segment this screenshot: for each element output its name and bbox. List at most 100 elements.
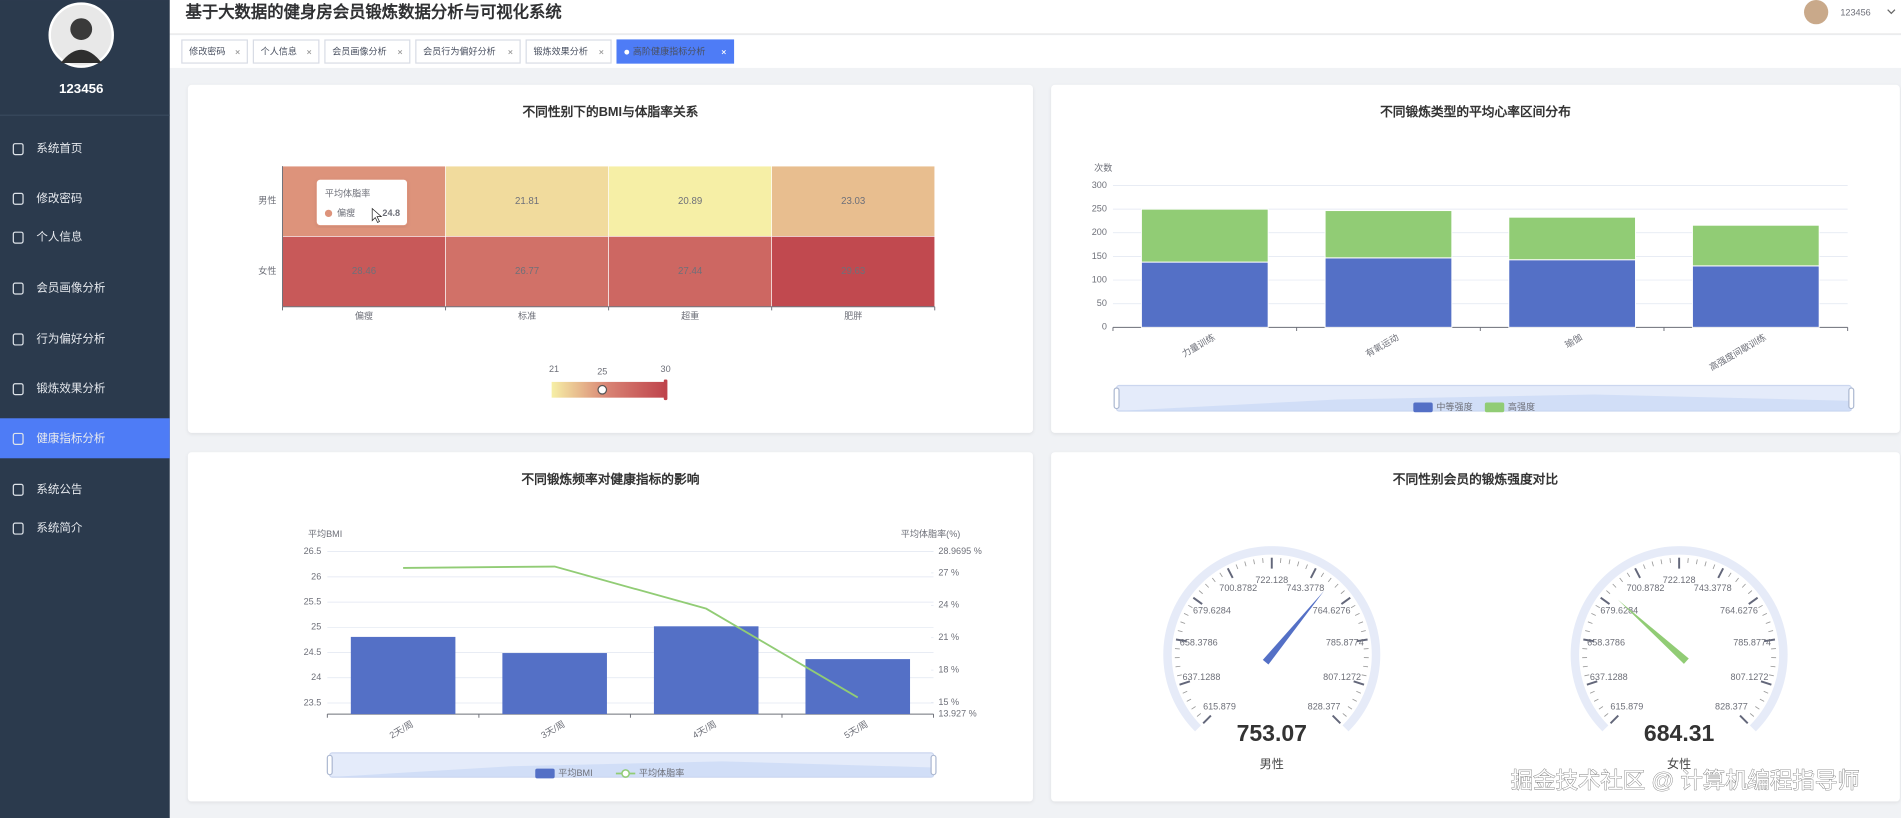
gauge-minor-tick	[1755, 706, 1760, 710]
tooltip-title: 平均体脂率	[325, 187, 370, 198]
y-axis-name: 次数	[1094, 162, 1112, 173]
gauge-tick-label: 828.377	[1715, 701, 1748, 711]
tab[interactable]	[181, 39, 248, 64]
gauge-minor-tick	[1196, 713, 1202, 717]
gauge-tick	[1175, 638, 1187, 643]
gauge-tick	[1331, 714, 1342, 724]
datazoom-handle[interactable]	[1848, 387, 1855, 410]
tab-close[interactable]	[235, 50, 240, 55]
menu-item[interactable]: 系统首页	[36, 141, 82, 155]
panel	[1051, 452, 1900, 802]
chart-title: 不同性别下的BMI与体脂率关系	[522, 104, 698, 119]
tooltip	[316, 179, 408, 226]
datazoom-handle[interactable]	[1113, 387, 1120, 410]
gauge-minor-tick	[1749, 713, 1755, 717]
menu-item[interactable]: 系统公告	[36, 483, 82, 496]
menu-item[interactable]: 修改密码	[36, 191, 82, 205]
legend-label[interactable]: 中等强度	[1436, 401, 1472, 412]
tab-close[interactable]	[508, 50, 513, 55]
y-tick-label: 0	[1102, 322, 1107, 332]
bar	[1140, 261, 1269, 328]
datazoom-handle[interactable]	[930, 754, 937, 776]
tab[interactable]	[415, 39, 521, 64]
heat-cell	[608, 165, 772, 237]
menu-item[interactable]: 锻炼效果分析	[36, 381, 105, 395]
heat-cell	[445, 165, 609, 237]
menu-active	[0, 418, 170, 459]
tab-label[interactable]: 高阶健康指标分析	[633, 46, 706, 57]
bar	[1324, 210, 1453, 259]
tab-close[interactable]	[721, 50, 726, 55]
gauge-minor-tick	[1235, 564, 1239, 570]
bar	[1508, 259, 1636, 328]
gauge-minor-tick	[1211, 577, 1216, 583]
y-tick-label: 男性	[258, 195, 276, 206]
tab[interactable]	[252, 39, 320, 64]
page-title: 基于大数据的健身房会员锻炼数据分析与可视化系统	[184, 3, 561, 22]
gauge-minor-tick	[1765, 621, 1771, 624]
tab-close[interactable]	[307, 50, 312, 55]
gauge-tick-label: 785.8774	[1326, 638, 1364, 648]
y-tick-label: 50	[1097, 298, 1107, 308]
gauge-minor-tick	[1177, 630, 1183, 633]
cell-label: 29.63	[841, 266, 865, 277]
avatar-figure	[70, 18, 93, 41]
gauge-tick-label: 743.3778	[1286, 583, 1324, 593]
tab-close[interactable]	[397, 50, 403, 55]
legend-label[interactable]: 高强度	[1508, 401, 1535, 412]
gauge-tick-label: 615.879	[1610, 701, 1643, 711]
tab-label[interactable]: 会员行为偏好分析	[423, 46, 496, 57]
gauge-minor-tick	[1191, 706, 1196, 710]
cell-label: 23.03	[841, 196, 865, 207]
menu-item[interactable]: 系统简介	[36, 521, 82, 535]
visual-map-indicator	[597, 384, 608, 395]
datazoom-handle[interactable]	[326, 754, 333, 776]
tab-label[interactable]: 修改密码	[189, 46, 225, 57]
legend-swatch	[621, 769, 630, 778]
tab-label[interactable]: 会员画像分析	[332, 46, 386, 57]
gauge-tick	[1356, 638, 1368, 643]
gauge-tick	[1609, 714, 1619, 724]
visual-map-handle[interactable]	[663, 379, 668, 401]
header-avatar[interactable]	[1804, 0, 1829, 25]
gauge-tick	[1717, 567, 1725, 579]
x-tick-label: 超重	[681, 310, 699, 321]
gauge-tick	[1586, 680, 1598, 686]
gauge-tick	[1340, 596, 1351, 605]
gauge-minor-tick	[1219, 572, 1223, 578]
bar	[653, 626, 759, 715]
tab-active[interactable]	[616, 39, 735, 64]
gauge-needle	[1617, 599, 1689, 664]
gauge-minor-tick	[1735, 577, 1739, 583]
gauge-tick-label: 700.8782	[1627, 583, 1665, 593]
menu-item[interactable]: 个人信息	[36, 230, 82, 244]
menu-item[interactable]: 健康指标分析	[36, 431, 105, 445]
gauge-axis	[1570, 546, 1788, 732]
tab-label[interactable]: 锻炼效果分析	[533, 46, 587, 57]
tab[interactable]	[525, 39, 612, 64]
gauge-minor-tick	[1358, 621, 1364, 624]
gauge-tick	[1583, 638, 1595, 643]
legend-label[interactable]: 平均BMI	[558, 767, 592, 778]
dropdown-icon[interactable]	[1887, 9, 1896, 15]
tab-close[interactable]	[599, 50, 604, 55]
tooltip-category: 偏瘦	[337, 207, 355, 218]
chart-title: 不同性别会员的锻炼强度对比	[1393, 471, 1559, 486]
gauge-name: 男性	[1260, 757, 1284, 771]
header-user[interactable]: 123456	[1840, 8, 1870, 18]
gauge-tick-label: 637.1288	[1590, 672, 1628, 682]
gauge-minor-tick	[1361, 674, 1367, 677]
gauge-minor-tick	[1619, 577, 1623, 583]
gauge-tick	[1760, 680, 1772, 686]
menu-item[interactable]: 行为偏好分析	[36, 332, 105, 346]
gauge-minor-tick	[1175, 665, 1181, 668]
chart-title: 不同锻炼频率对健康指标的影响	[521, 471, 699, 486]
tab-label[interactable]: 个人信息	[261, 46, 297, 57]
gauge-tick-label: 658.3786	[1180, 638, 1218, 648]
y2-tick-label: 21 %	[938, 632, 959, 642]
menu-item[interactable]: 会员画像分析	[36, 281, 105, 295]
bar	[1691, 224, 1820, 267]
tab[interactable]	[324, 39, 411, 64]
legend-label[interactable]: 平均体脂率	[639, 767, 684, 778]
